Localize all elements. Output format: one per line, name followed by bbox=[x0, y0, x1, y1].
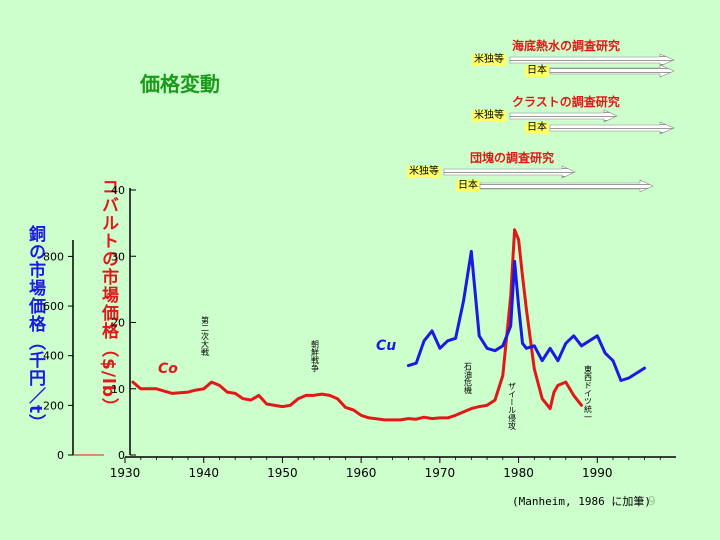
cu-tick-label-400: 400 bbox=[43, 350, 64, 363]
timeline-tag-us-hydrothermal: 米独等 bbox=[472, 54, 506, 66]
arrow-jp-crust bbox=[549, 121, 675, 135]
timeline-tag-us-nodule: 米独等 bbox=[407, 166, 441, 178]
annotation-ww2: 第二次大戦 bbox=[201, 315, 210, 357]
source-note: (Manheim, 1986 に加筆) bbox=[512, 495, 651, 508]
arrow-us-crust bbox=[509, 109, 618, 123]
co-tick-label-40: 40 bbox=[111, 184, 125, 197]
y-axis-label-cu: 銅の市場価格（千円／t） bbox=[25, 225, 45, 433]
annotation-korean-war: 朝鮮戦争 bbox=[311, 340, 320, 373]
arrow-us-nodule bbox=[443, 165, 576, 179]
x-tick-label-1960: 1960 bbox=[346, 466, 377, 480]
x-tick-label-1940: 1940 bbox=[188, 466, 219, 480]
series-label-cu: Cu bbox=[376, 338, 396, 354]
cu-tick-label-0: 0 bbox=[57, 449, 64, 462]
timeline-tag-jp-nodule: 日本 bbox=[456, 180, 480, 192]
co-tick-label-20: 20 bbox=[111, 317, 125, 330]
arrow-jp-hydrothermal bbox=[549, 64, 675, 78]
slide-title: 価格変動 bbox=[140, 72, 220, 96]
timeline-title-hydrothermal: 海底熱水の調査研究 bbox=[512, 39, 621, 53]
timeline-tag-us-crust: 米独等 bbox=[472, 110, 506, 122]
x-tick-label-1970: 1970 bbox=[425, 466, 456, 480]
annotation-oil-crisis: 石油危機 bbox=[464, 362, 473, 395]
timeline-title-crust: クラストの調査研究 bbox=[512, 95, 620, 109]
page-number: 9 bbox=[648, 494, 656, 508]
x-tick-label-1990: 1990 bbox=[582, 466, 613, 480]
timeline-tag-jp-crust: 日本 bbox=[525, 122, 549, 134]
arrow-jp-nodule bbox=[479, 179, 654, 193]
cu-tick-label-200: 200 bbox=[43, 399, 64, 412]
co-tick-label-30: 30 bbox=[111, 250, 125, 263]
annotation-german-reunification: 東西ドイツ統一 bbox=[584, 364, 593, 421]
timeline-tag-jp-hydrothermal: 日本 bbox=[525, 65, 549, 77]
y-axis-label-co: コバルトの市場価格（$/lb） bbox=[98, 178, 118, 417]
x-tick-label-1980: 1980 bbox=[503, 466, 534, 480]
annotation-zaire-invasion: ザイール侵攻 bbox=[508, 382, 517, 431]
series-line-co bbox=[131, 228, 583, 422]
arrow-us-hydrothermal bbox=[509, 53, 675, 67]
co-tick-label-0: 0 bbox=[118, 449, 125, 462]
x-tick-label-1950: 1950 bbox=[267, 466, 298, 480]
series-label-co: Co bbox=[158, 361, 178, 377]
series-line-cu bbox=[406, 249, 646, 382]
timeline-title-nodule: 団塊の調査研究 bbox=[470, 151, 555, 165]
x-tick-label-1930: 1930 bbox=[110, 466, 141, 480]
co-tick-label-10: 10 bbox=[111, 383, 125, 396]
cu-tick-label-800: 800 bbox=[43, 250, 64, 263]
cu-tick-label-600: 600 bbox=[43, 300, 64, 313]
